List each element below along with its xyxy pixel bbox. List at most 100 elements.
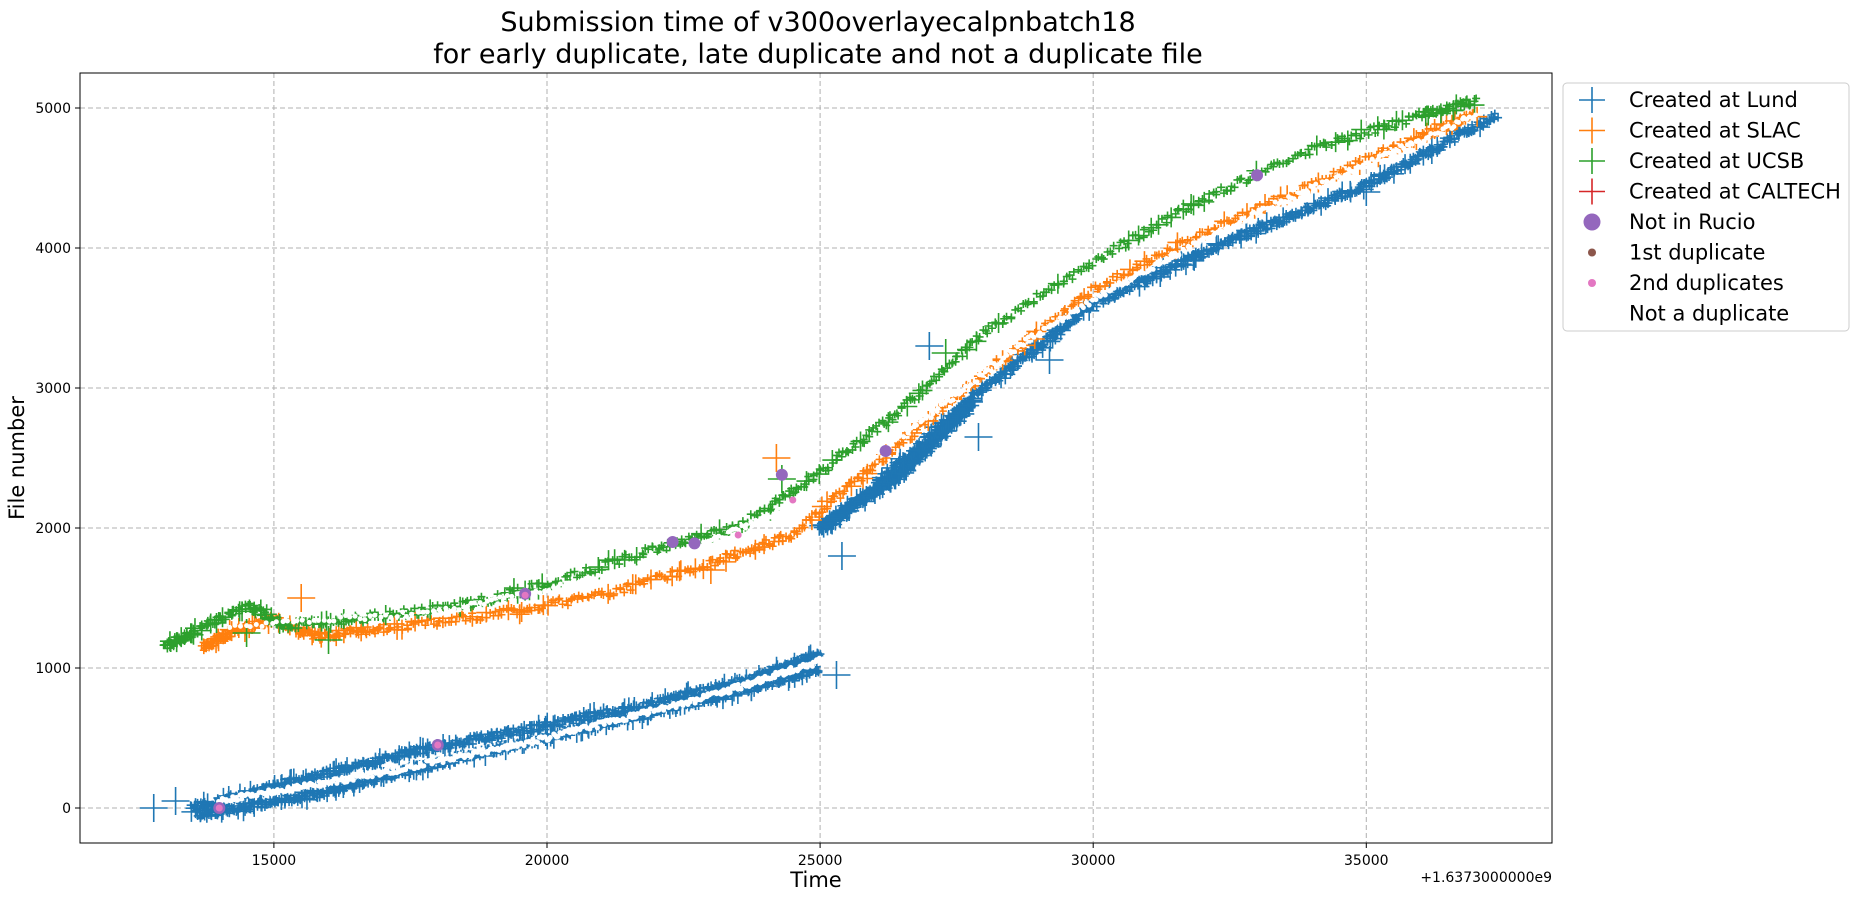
data-point xyxy=(774,508,780,514)
data-point-outlier xyxy=(822,661,851,689)
data-point xyxy=(1161,259,1167,265)
data-point xyxy=(1097,293,1103,299)
data-point xyxy=(312,783,318,789)
data-point xyxy=(369,774,375,780)
data-point xyxy=(355,760,364,769)
data-point xyxy=(433,763,442,772)
data-point xyxy=(1460,102,1469,111)
data-point xyxy=(836,494,845,503)
data-point xyxy=(755,544,764,553)
data-point xyxy=(654,545,663,554)
data-point xyxy=(1254,211,1260,217)
data-point xyxy=(965,343,974,352)
data-point xyxy=(325,627,334,636)
data-point xyxy=(367,613,373,619)
data-point xyxy=(599,590,608,599)
series-7 xyxy=(216,112,1479,805)
data-point xyxy=(1284,157,1293,166)
data-point xyxy=(1163,211,1172,220)
data-point xyxy=(1317,184,1323,190)
data-point xyxy=(944,398,950,404)
data-point xyxy=(851,443,860,452)
data-point xyxy=(433,621,442,630)
plot-data xyxy=(139,94,1503,823)
data-point xyxy=(1102,292,1108,298)
data-point xyxy=(889,441,895,447)
data-point xyxy=(609,591,618,600)
data-point xyxy=(1351,119,1372,140)
data-point xyxy=(587,575,593,581)
data-point xyxy=(1074,298,1083,307)
data-point xyxy=(1472,94,1481,103)
series-1 xyxy=(197,106,1488,655)
data-point xyxy=(1038,341,1047,350)
data-point xyxy=(1017,306,1026,315)
data-point xyxy=(983,329,992,338)
data-point xyxy=(791,504,797,510)
data-point xyxy=(852,469,858,475)
data-point xyxy=(553,717,562,726)
data-point xyxy=(897,432,903,438)
data-point xyxy=(1380,119,1389,128)
data-point xyxy=(1442,107,1451,116)
data-point xyxy=(1118,230,1139,251)
data-point xyxy=(1297,148,1306,157)
data-point xyxy=(484,598,490,604)
data-point xyxy=(625,568,631,574)
data-point xyxy=(1069,300,1078,309)
data-point xyxy=(966,331,987,352)
data-point xyxy=(372,612,378,618)
data-point xyxy=(1002,369,1011,378)
data-point xyxy=(834,477,840,483)
data-point xyxy=(265,780,274,789)
data-point xyxy=(913,422,919,428)
data-point xyxy=(420,609,426,615)
data-point xyxy=(770,533,779,542)
data-point xyxy=(730,546,739,555)
data-point xyxy=(403,613,409,619)
data-point xyxy=(1048,322,1054,328)
data-point xyxy=(767,505,776,514)
data-point xyxy=(263,620,269,626)
data-point xyxy=(832,455,841,464)
data-point xyxy=(309,634,318,643)
data-point xyxy=(526,738,532,744)
data-point xyxy=(563,601,572,610)
data-point xyxy=(1061,315,1067,321)
data-point xyxy=(468,739,477,748)
data-point xyxy=(424,609,430,615)
data-point xyxy=(1322,143,1331,152)
data-point xyxy=(961,387,967,393)
data-point xyxy=(318,634,327,643)
data-point xyxy=(331,618,337,624)
data-point xyxy=(1108,272,1117,281)
data-point xyxy=(1032,344,1041,353)
data-point xyxy=(383,612,389,618)
data-point xyxy=(620,588,629,597)
data-point xyxy=(905,430,911,436)
data-point xyxy=(390,766,396,772)
data-point xyxy=(1247,231,1256,240)
data-point xyxy=(807,497,813,503)
data-point xyxy=(623,717,629,723)
data-point xyxy=(1397,165,1406,174)
data-point xyxy=(919,417,925,423)
data-point xyxy=(1473,112,1479,118)
data-point xyxy=(985,367,991,373)
data-point xyxy=(439,610,445,616)
data-point xyxy=(247,624,253,630)
data-point xyxy=(845,469,851,475)
data-point xyxy=(1080,305,1086,311)
data-point xyxy=(1128,266,1137,275)
data-point xyxy=(1162,267,1171,276)
data-point xyxy=(739,523,745,529)
data-point xyxy=(772,675,778,681)
data-point xyxy=(639,550,648,559)
data-point xyxy=(839,473,845,479)
data-point xyxy=(273,619,279,625)
data-point xyxy=(1263,164,1272,173)
data-point xyxy=(768,542,777,551)
data-point xyxy=(938,402,944,408)
data-point xyxy=(1425,134,1431,140)
